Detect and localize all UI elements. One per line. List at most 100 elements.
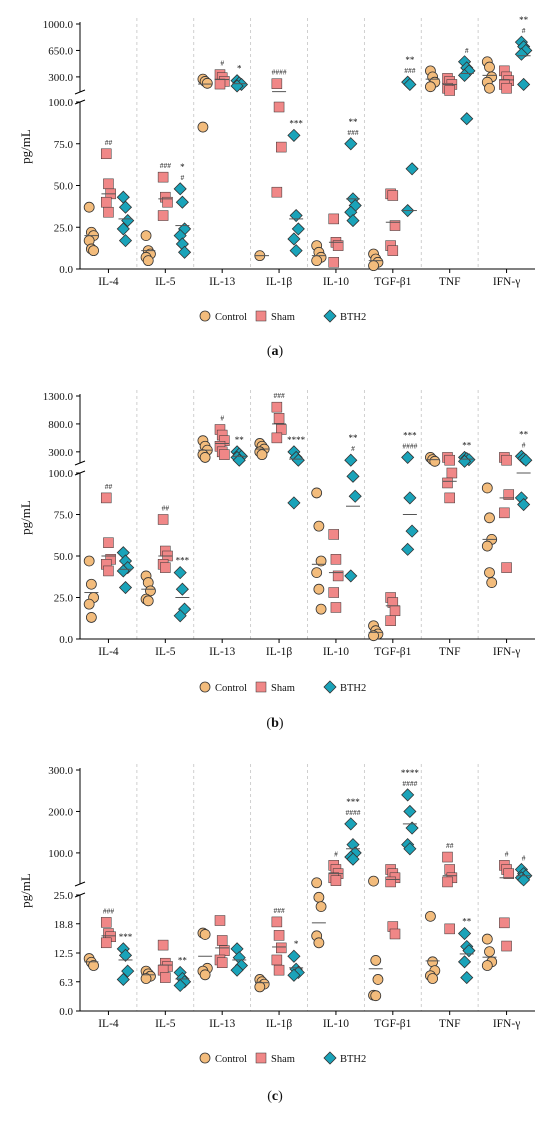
significance-label: ### xyxy=(103,906,115,915)
marker-control xyxy=(429,455,441,467)
marker-sham xyxy=(273,930,285,941)
marker-sham xyxy=(444,492,455,504)
significance-label: # xyxy=(220,414,224,423)
marker-sham xyxy=(330,602,342,613)
marker-sham xyxy=(330,554,342,565)
marker-bth2 xyxy=(344,817,358,831)
chart-panel-1: 300.0 650.0 1000.0 0.0 25.0 50.0 75.0 100.0 pg/m… xyxy=(18,15,535,359)
marker-bth2 xyxy=(287,949,301,963)
marker-sham xyxy=(271,916,283,928)
marker-control xyxy=(313,583,325,595)
y-tick-label: 100.0 xyxy=(48,468,73,480)
y-tick-label: 0.0 xyxy=(59,264,73,276)
marker-sham xyxy=(100,196,112,208)
legend-label-bth2: BTH2 xyxy=(340,312,366,323)
marker-bth2 xyxy=(344,569,358,583)
marker-control xyxy=(311,487,323,499)
marker-bth2 xyxy=(116,190,130,204)
significance-label: ** xyxy=(178,955,188,965)
marker-sham xyxy=(160,972,171,983)
marker-bth2 xyxy=(514,47,528,61)
x-tick-label: IL-10 xyxy=(323,646,349,658)
marker-control xyxy=(199,681,211,693)
marker-sham xyxy=(501,454,512,466)
x-tick-label: IL-4 xyxy=(98,646,119,658)
marker-control xyxy=(199,452,211,463)
marker-control xyxy=(83,201,95,213)
marker-sham xyxy=(503,489,515,500)
significance-label: *** xyxy=(346,797,360,807)
marker-control xyxy=(145,585,156,597)
marker-sham xyxy=(216,935,228,946)
marker-sham xyxy=(332,570,344,582)
marker-control xyxy=(427,973,439,984)
marker-control xyxy=(88,960,99,971)
marker-sham xyxy=(271,401,283,413)
marker-bth2 xyxy=(287,232,301,246)
y-axis-label: pg/mL xyxy=(18,129,33,164)
marker-bth2 xyxy=(403,77,417,92)
marker-bth2 xyxy=(344,137,358,151)
y-tick-label: 100.0 xyxy=(48,848,73,860)
y-tick-label: 300.0 xyxy=(48,765,73,777)
marker-bth2 xyxy=(346,469,360,483)
axis-break-mark xyxy=(74,881,86,887)
significance-label: ### xyxy=(273,906,285,915)
marker-bth2 xyxy=(173,978,187,993)
marker-bth2 xyxy=(460,971,474,985)
legend-label-control: Control xyxy=(215,683,247,694)
axis-break-mark xyxy=(74,460,86,466)
marker-sham xyxy=(214,78,226,90)
significance-label: # xyxy=(334,849,338,858)
marker-bth2 xyxy=(517,77,531,92)
legend-label-sham: Sham xyxy=(271,1054,295,1065)
marker-control xyxy=(311,255,323,267)
marker-bth2 xyxy=(346,214,360,228)
x-tick-label: TNF xyxy=(439,646,461,658)
significance-label: # xyxy=(220,59,224,68)
x-tick-label: IL-4 xyxy=(98,1018,119,1030)
significance-label: #### xyxy=(346,808,361,817)
marker-bth2 xyxy=(517,873,531,887)
significance-label: ### xyxy=(160,161,172,170)
marker-sham xyxy=(103,537,114,548)
y-axis-label: pg/mL xyxy=(18,873,33,908)
y-tick-label: 25.0 xyxy=(54,890,74,902)
marker-control xyxy=(368,630,379,642)
marker-bth2 xyxy=(287,968,301,982)
significance-label: **** xyxy=(287,435,306,445)
marker-sham xyxy=(387,190,399,201)
marker-control xyxy=(481,482,493,494)
marker-control xyxy=(484,946,495,958)
y-tick-label: 1300.0 xyxy=(43,391,74,403)
x-tick-label: IL-10 xyxy=(323,1018,349,1030)
significance-label: **** xyxy=(401,768,420,778)
marker-sham xyxy=(255,681,267,693)
x-tick-label: IFN-γ xyxy=(493,646,520,658)
marker-bth2 xyxy=(118,948,133,962)
marker-bth2 xyxy=(230,963,244,977)
marker-bth2 xyxy=(116,222,130,236)
marker-sham xyxy=(157,939,169,951)
panel-label: (a) xyxy=(267,344,284,359)
marker-control xyxy=(199,310,211,322)
marker-sham xyxy=(162,196,173,208)
marker-sham xyxy=(442,876,453,888)
significance-label: ### xyxy=(273,391,285,400)
marker-control xyxy=(142,255,154,267)
marker-bth2 xyxy=(403,842,417,856)
marker-bth2 xyxy=(323,680,337,694)
x-tick-label: IL-10 xyxy=(323,276,349,288)
marker-sham xyxy=(271,186,283,198)
legend-label-sham: Sham xyxy=(271,312,295,323)
legend-label-bth2: BTH2 xyxy=(340,1054,366,1065)
marker-sham xyxy=(103,565,114,577)
marker-sham xyxy=(501,940,512,952)
significance-label: ** xyxy=(349,117,359,127)
marker-sham xyxy=(157,210,169,221)
marker-control xyxy=(313,891,325,903)
marker-sham xyxy=(160,562,171,573)
axis-break-mark xyxy=(74,89,86,95)
significance-label: # xyxy=(465,46,469,55)
